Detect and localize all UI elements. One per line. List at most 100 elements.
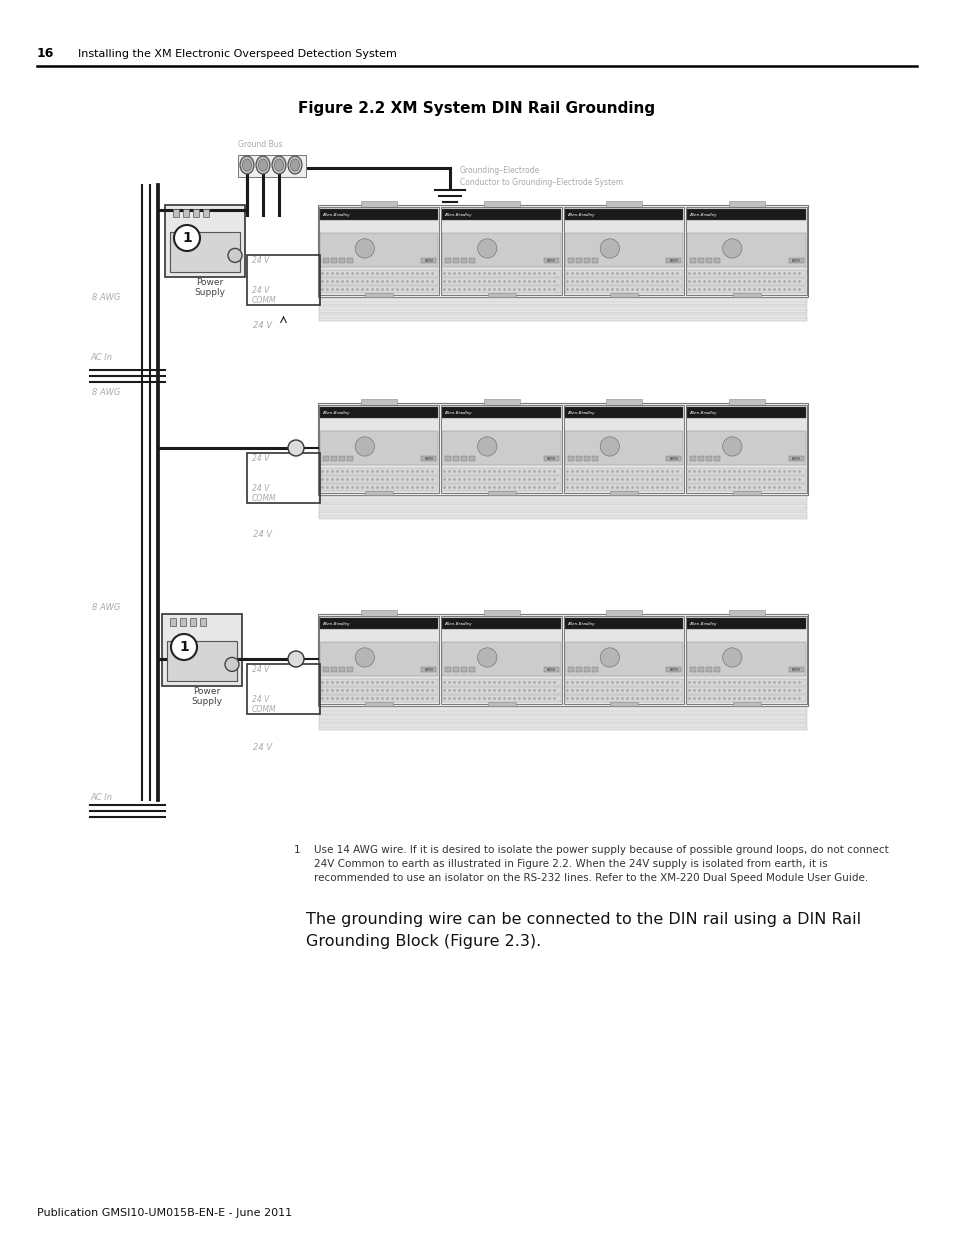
Bar: [732, 701, 760, 706]
Bar: [543, 258, 558, 263]
Bar: [180, 618, 186, 626]
Text: ENTER: ENTER: [424, 258, 433, 263]
Bar: [318, 513, 806, 519]
Bar: [687, 468, 805, 474]
Bar: [564, 475, 682, 483]
Bar: [706, 456, 712, 461]
Bar: [567, 258, 574, 263]
Bar: [487, 293, 516, 296]
Bar: [365, 492, 393, 495]
Bar: [563, 207, 684, 295]
Bar: [331, 258, 336, 263]
Bar: [469, 667, 475, 672]
Text: Grounding–Electrode: Grounding–Electrode: [459, 165, 539, 175]
Bar: [605, 201, 641, 207]
Text: 24 V: 24 V: [253, 321, 272, 330]
Bar: [605, 399, 641, 405]
Text: Publication GMSI10-UM015B-EN-E - June 2011: Publication GMSI10-UM015B-EN-E - June 20…: [37, 1208, 292, 1218]
Bar: [442, 278, 560, 285]
Text: The grounding wire can be connected to the DIN rail using a DIN Rail
Grounding B: The grounding wire can be connected to t…: [306, 911, 861, 948]
Bar: [318, 706, 806, 714]
Circle shape: [355, 648, 374, 667]
Bar: [200, 618, 206, 626]
Circle shape: [173, 225, 200, 251]
Bar: [361, 201, 396, 207]
Text: Allen-Bradley: Allen-Bradley: [689, 411, 717, 415]
Bar: [576, 667, 581, 672]
Bar: [728, 399, 764, 405]
Bar: [338, 456, 345, 461]
Bar: [605, 610, 641, 616]
Bar: [698, 667, 703, 672]
Text: 24 V: 24 V: [253, 743, 272, 752]
Bar: [487, 701, 516, 706]
Bar: [318, 715, 806, 722]
Bar: [728, 201, 764, 207]
Bar: [317, 614, 807, 706]
Bar: [698, 258, 703, 263]
Bar: [318, 314, 806, 321]
Bar: [706, 258, 712, 263]
Bar: [319, 475, 438, 483]
Text: ENTER: ENTER: [546, 258, 556, 263]
Text: 24 V: 24 V: [252, 664, 269, 674]
Bar: [666, 456, 680, 461]
Bar: [567, 667, 574, 672]
Ellipse shape: [272, 156, 286, 174]
Bar: [323, 667, 329, 672]
Text: 24 V: 24 V: [252, 484, 269, 493]
Bar: [788, 667, 803, 672]
Ellipse shape: [274, 159, 283, 170]
Text: Allen-Bradley: Allen-Bradley: [566, 411, 594, 415]
Bar: [592, 258, 598, 263]
Bar: [564, 408, 682, 419]
Ellipse shape: [242, 159, 252, 170]
Text: Allen-Bradley: Allen-Bradley: [322, 212, 349, 216]
Bar: [183, 209, 189, 217]
Bar: [564, 678, 682, 685]
Bar: [687, 475, 805, 483]
Bar: [728, 610, 764, 616]
Text: 1: 1: [294, 845, 300, 855]
Bar: [687, 269, 805, 277]
Bar: [172, 209, 179, 217]
Bar: [167, 641, 236, 680]
Bar: [445, 456, 451, 461]
Bar: [442, 484, 560, 492]
Bar: [338, 258, 345, 263]
Bar: [564, 269, 682, 277]
Text: ENTER: ENTER: [546, 457, 556, 461]
Bar: [319, 233, 438, 267]
Bar: [714, 258, 720, 263]
Bar: [331, 667, 336, 672]
Bar: [442, 678, 560, 685]
Bar: [441, 207, 561, 295]
Bar: [788, 258, 803, 263]
Bar: [441, 616, 561, 704]
Bar: [543, 456, 558, 461]
Bar: [318, 207, 439, 295]
Bar: [361, 610, 396, 616]
Circle shape: [477, 238, 497, 258]
Bar: [564, 618, 682, 630]
Bar: [706, 667, 712, 672]
Text: 24 V: 24 V: [252, 287, 269, 295]
Bar: [442, 642, 560, 676]
Bar: [323, 258, 329, 263]
Text: Conductor to Grounding–Electrode System: Conductor to Grounding–Electrode System: [459, 178, 622, 186]
Text: Figure 2.2 XM System DIN Rail Grounding: Figure 2.2 XM System DIN Rail Grounding: [298, 100, 655, 116]
Bar: [564, 687, 682, 694]
Bar: [666, 667, 680, 672]
Text: Installing the XM Electronic Overspeed Detection System: Installing the XM Electronic Overspeed D…: [78, 49, 396, 59]
Bar: [319, 287, 438, 293]
Bar: [365, 701, 393, 706]
Bar: [442, 408, 560, 419]
Text: 16: 16: [37, 47, 54, 61]
Bar: [347, 667, 353, 672]
Text: Allen-Bradley: Allen-Bradley: [566, 212, 594, 216]
Text: ENTER: ENTER: [791, 457, 801, 461]
Bar: [319, 642, 438, 676]
Circle shape: [228, 248, 242, 262]
Bar: [442, 687, 560, 694]
Text: Use 14 AWG wire. If it is desired to isolate the power supply because of possibl: Use 14 AWG wire. If it is desired to iso…: [314, 845, 888, 883]
